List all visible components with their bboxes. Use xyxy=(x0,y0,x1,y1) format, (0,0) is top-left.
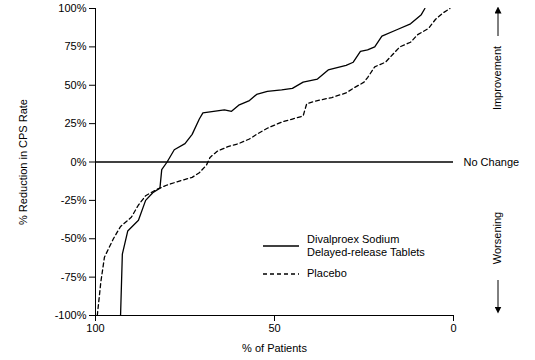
svg-text:% of Patients: % of Patients xyxy=(242,342,307,354)
svg-text:% Reduction in CPS Rate: % Reduction in CPS Rate xyxy=(17,99,29,225)
svg-text:50%: 50% xyxy=(64,79,86,91)
svg-text:-75%: -75% xyxy=(61,271,87,283)
svg-text:-25%: -25% xyxy=(61,194,87,206)
html-text:Placebo: Placebo xyxy=(307,267,347,279)
svg-text:100: 100 xyxy=(86,322,104,334)
svg-text:-50%: -50% xyxy=(61,232,87,244)
svg-text:50: 50 xyxy=(268,322,280,334)
html-text:Divalproex Sodium Delayed-rele: Divalproex Sodium Delayed-release Tablet… xyxy=(307,233,425,258)
svg-text:0: 0 xyxy=(450,322,456,334)
svg-text:100%: 100% xyxy=(58,2,86,14)
svg-text:No Change: No Change xyxy=(464,156,520,168)
svg-text:75%: 75% xyxy=(64,40,86,52)
svg-text:25%: 25% xyxy=(64,117,86,129)
svg-text:0%: 0% xyxy=(71,156,87,168)
svg-text:Worsening: Worsening xyxy=(491,212,503,264)
svg-text:Improvement: Improvement xyxy=(491,46,503,110)
svg-text:-100%: -100% xyxy=(55,309,87,321)
